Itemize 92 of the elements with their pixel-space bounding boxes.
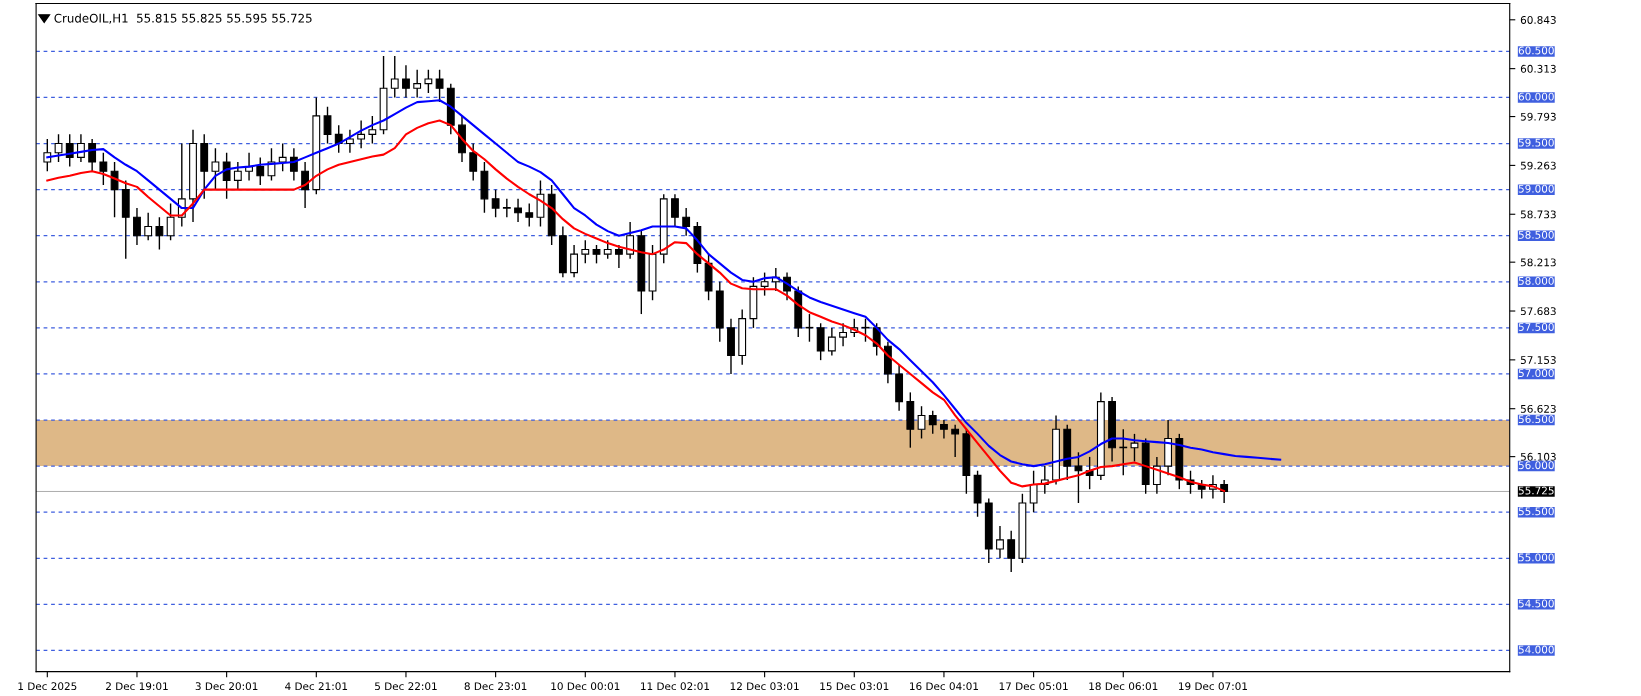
candlestick bbox=[65, 133, 74, 168]
y-tick-label: 60.313 bbox=[1520, 64, 1556, 73]
y-tick-label: 58.213 bbox=[1520, 258, 1556, 267]
x-tick-label: 5 Dec 22:01 bbox=[375, 682, 437, 691]
candlestick bbox=[166, 202, 175, 242]
candlestick bbox=[54, 133, 63, 163]
candlestick bbox=[222, 152, 231, 200]
x-tick-label: 17 Dec 05:01 bbox=[999, 682, 1068, 691]
x-tick-label: 19 Dec 07:01 bbox=[1179, 682, 1247, 691]
candlestick bbox=[357, 119, 366, 149]
candlestick bbox=[671, 193, 679, 228]
ref-line-label: 60.500 bbox=[1518, 46, 1554, 55]
candlestick bbox=[682, 207, 691, 237]
ref-line-label: 55.500 bbox=[1518, 507, 1554, 516]
y-tick-label: 58.733 bbox=[1520, 210, 1556, 219]
candlestick bbox=[603, 239, 612, 260]
ref-line-label: 56.000 bbox=[1518, 461, 1554, 470]
y-tick-label: 59.263 bbox=[1520, 161, 1556, 170]
candlestick bbox=[413, 69, 422, 99]
ref-line-label: 57.000 bbox=[1518, 369, 1554, 377]
candlestick bbox=[402, 64, 410, 99]
x-tick-label: 16 Dec 04:01 bbox=[910, 682, 979, 691]
candlestick bbox=[1029, 470, 1038, 513]
candlestick bbox=[424, 69, 433, 94]
candlestick bbox=[839, 322, 847, 348]
y-tick-label: 56.623 bbox=[1520, 404, 1556, 413]
candlestick bbox=[323, 106, 332, 145]
candlestick bbox=[996, 525, 1004, 559]
x-tick-label: 11 Dec 02:01 bbox=[641, 682, 710, 691]
y-tick-label: 56.103 bbox=[1520, 452, 1556, 461]
x-tick-label: 1 Dec 2025 bbox=[18, 682, 77, 691]
candlestick bbox=[491, 188, 500, 218]
candlestick bbox=[1074, 451, 1083, 504]
x-tick-label: 4 Dec 21:01 bbox=[285, 682, 348, 691]
candlestick bbox=[536, 179, 545, 228]
ref-line-label: 59.500 bbox=[1518, 138, 1554, 147]
candlestick bbox=[816, 322, 825, 361]
text: CrudeOIL,H1 55.815 55.825 55.595 55.725 bbox=[54, 13, 312, 24]
ref-line-label: 59.000 bbox=[1518, 184, 1554, 193]
x-tick-label: 2 Dec 19:01 bbox=[106, 682, 168, 691]
candlestick bbox=[917, 405, 926, 440]
candlestick bbox=[144, 211, 153, 242]
candlestick bbox=[368, 115, 377, 145]
candlestick bbox=[1130, 433, 1139, 463]
candlestick bbox=[267, 147, 276, 182]
candlestick bbox=[592, 244, 601, 265]
ref-line-label: 56.500 bbox=[1518, 415, 1554, 424]
ref-line-label: 54.500 bbox=[1518, 599, 1554, 608]
candlestick bbox=[1152, 456, 1161, 495]
candlestick bbox=[614, 244, 623, 269]
y-tick-label: 60.843 bbox=[1520, 16, 1556, 24]
ref-line-label: 55.725 bbox=[1518, 486, 1554, 495]
candlestick bbox=[626, 221, 635, 260]
candlestick bbox=[805, 313, 814, 343]
y-tick-label: 57.153 bbox=[1520, 356, 1556, 364]
x-tick-label: 12 Dec 03:01 bbox=[730, 682, 799, 691]
x-tick-label: 10 Dec 00:01 bbox=[551, 682, 620, 691]
x-tick-label: 8 Dec 23:01 bbox=[464, 682, 527, 691]
candlestick bbox=[525, 202, 534, 228]
candlestick bbox=[390, 55, 399, 99]
candlestick bbox=[233, 161, 242, 191]
candlestick bbox=[155, 216, 164, 251]
ref-line-label: 60.000 bbox=[1518, 92, 1554, 101]
ref-line-label: 58.500 bbox=[1518, 230, 1554, 239]
candlestick bbox=[256, 156, 265, 186]
ref-line-label: 58.000 bbox=[1518, 276, 1554, 285]
candlestick bbox=[514, 198, 522, 223]
candlestick bbox=[469, 142, 478, 182]
candlestick bbox=[940, 419, 948, 440]
ref-line-label: 57.500 bbox=[1518, 323, 1554, 331]
candlestick bbox=[211, 147, 220, 191]
candlestick bbox=[861, 317, 870, 343]
candlestick bbox=[435, 69, 444, 103]
candlestick bbox=[88, 138, 97, 172]
candlestick bbox=[133, 207, 141, 246]
x-tick-label: 15 Dec 03:01 bbox=[820, 682, 889, 691]
candlestick bbox=[928, 410, 937, 435]
candlestick bbox=[581, 239, 590, 265]
candlestick bbox=[1007, 529, 1016, 573]
ref-line-label: 54.000 bbox=[1518, 645, 1554, 654]
candlestick bbox=[760, 271, 769, 297]
candlestick bbox=[278, 142, 287, 172]
x-tick-label: 3 Dec 20:01 bbox=[195, 682, 258, 691]
candlestick bbox=[827, 327, 836, 357]
y-tick-label: 57.683 bbox=[1520, 307, 1556, 316]
candlestick bbox=[951, 423, 960, 458]
y-tick-label: 59.793 bbox=[1520, 112, 1556, 121]
candlestick bbox=[502, 198, 511, 218]
candlestick bbox=[570, 244, 578, 278]
x-tick-label: 18 Dec 06:01 bbox=[1089, 682, 1158, 691]
candlestick bbox=[99, 152, 108, 186]
ref-line-label: 55.000 bbox=[1518, 553, 1554, 562]
